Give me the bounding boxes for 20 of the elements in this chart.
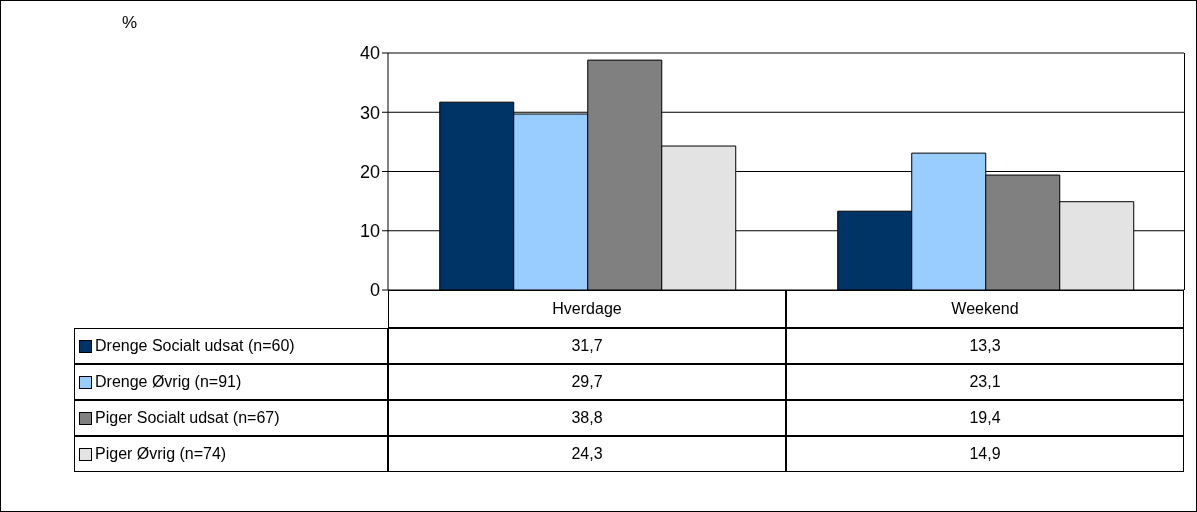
data-label: 38,8: [388, 400, 786, 436]
data-label: 19,4: [786, 400, 1184, 436]
x-tick-label: Hverdage: [388, 290, 786, 328]
y-tick-label: 20: [359, 161, 380, 182]
legend-label: Piger Øvrig (n=74): [74, 436, 388, 472]
legend-label: Piger Socialt udsat (n=67): [74, 400, 388, 436]
data-label: 31,7: [388, 328, 786, 364]
y-tick-label: 10: [359, 221, 380, 242]
y-tick-label: 30: [359, 102, 380, 123]
x-tick-label: Weekend: [786, 290, 1184, 328]
y-tick-label: 0: [369, 280, 380, 301]
data-label: 14,9: [786, 436, 1184, 472]
data-label: 13,3: [786, 328, 1184, 364]
y-tick-label: 40: [359, 43, 380, 64]
data-label: 29,7: [388, 364, 786, 400]
data-label: 24,3: [388, 436, 786, 472]
legend-label: Drenge Socialt udsat (n=60): [74, 328, 388, 364]
data-label: 23,1: [786, 364, 1184, 400]
legend-label: Drenge Øvrig (n=91): [74, 364, 388, 400]
text: %: [122, 13, 138, 33]
